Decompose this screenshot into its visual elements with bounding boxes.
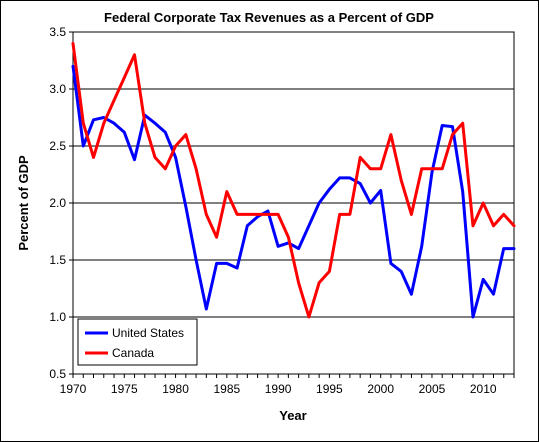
y-axis-ticks: 0.5 1.0 1.5 2.0 2.5 3.0 3.5 — [49, 25, 73, 381]
gridlines — [73, 88, 514, 318]
series-line-united-states — [71, 64, 516, 319]
x-tick-label: 2010 — [470, 382, 497, 396]
chart-title: Federal Corporate Tax Revenues as a Perc… — [104, 10, 434, 25]
y-tick-label: 2.5 — [49, 139, 66, 153]
y-tick-label: 3.5 — [49, 25, 66, 39]
x-tick-label: 1970 — [60, 382, 87, 396]
series-lines — [71, 41, 516, 319]
y-tick-label: 0.5 — [49, 367, 66, 381]
x-tick-label: 1980 — [162, 382, 189, 396]
legend: United States Canada — [77, 318, 198, 366]
x-tick-label: 1985 — [213, 382, 240, 396]
y-tick-label: 3.0 — [49, 82, 66, 96]
x-tick-label: 1990 — [265, 382, 292, 396]
y-tick-label: 1.5 — [49, 253, 66, 267]
x-tick-label: 2000 — [367, 382, 394, 396]
x-tick-label: 1975 — [111, 382, 138, 396]
y-tick-label: 1.0 — [49, 310, 66, 324]
y-axis-label: Percent of GDP — [16, 155, 31, 251]
x-axis-ticks: 1970 1975 1980 1985 1990 1995 2000 2005 2010 — [60, 374, 515, 396]
legend-label-canada: Canada — [112, 346, 154, 360]
legend-label-united-states: United States — [112, 326, 184, 340]
series-line-canada — [71, 41, 516, 319]
x-tick-label: 1995 — [316, 382, 343, 396]
y-tick-label: 2.0 — [49, 196, 66, 210]
legend-box — [77, 318, 198, 366]
x-tick-label: 2005 — [419, 382, 446, 396]
x-axis-label: Year — [279, 408, 306, 423]
